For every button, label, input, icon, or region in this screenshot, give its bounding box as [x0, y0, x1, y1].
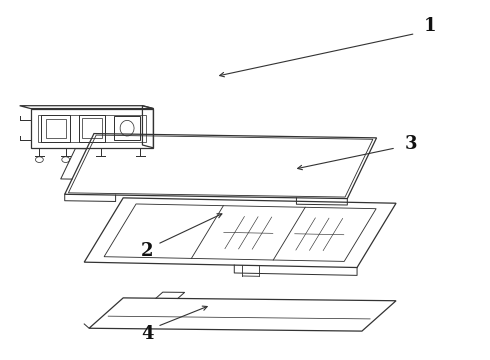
Text: 4: 4 [141, 325, 154, 343]
Text: 2: 2 [141, 242, 154, 260]
Text: 1: 1 [424, 17, 437, 35]
Text: 3: 3 [404, 135, 417, 153]
